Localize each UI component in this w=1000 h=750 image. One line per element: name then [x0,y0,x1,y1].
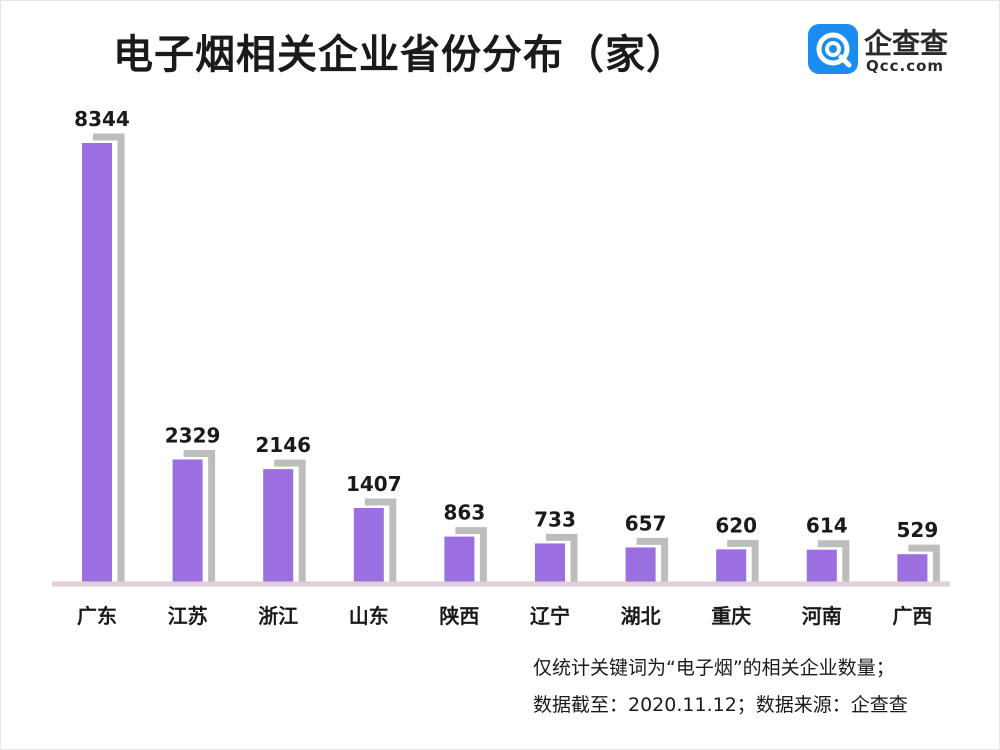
bar-shadow-3 [274,459,306,582]
category-label-3: 浙江 [258,604,298,628]
value-label-2: 2329 [165,423,221,447]
bar-shadow-10 [908,544,940,582]
value-label-8: 620 [715,513,757,537]
bar-2 [172,459,203,582]
category-label-6: 辽宁 [530,604,570,628]
category-label-7: 湖北 [621,604,661,628]
value-label-3: 2146 [255,433,311,457]
bar-9 [806,549,837,582]
category-label-10: 广西 [892,604,932,628]
bar-10 [897,554,928,582]
value-label-1: 8344 [74,107,130,131]
bar-shadow-4 [364,498,397,582]
bar-shadow-5 [455,527,487,582]
bar-7 [625,547,656,582]
category-label-4: 山东 [349,604,389,628]
category-label-9: 河南 [802,604,842,628]
bar-shadow-2 [183,449,216,582]
value-label-7: 657 [625,511,667,535]
bar-shadow-9 [817,540,850,582]
qcc-logo: 企查查 Qcc.com [808,22,958,76]
bar-3 [263,469,294,582]
footnote-source: 数据截至：2020.11.12；数据来源：企查查 [533,694,908,716]
value-label-6: 733 [534,507,576,531]
value-label-9: 614 [806,514,848,538]
bar-8 [716,549,747,582]
category-label-1: 广东 [77,604,117,628]
value-label-4: 1407 [346,472,402,496]
chart-title: 电子烟相关企业省份分布（家） [113,32,687,78]
bar-shadow-6 [546,533,578,582]
bar-1 [82,143,112,582]
category-label-2: 江苏 [168,604,208,628]
logo-name: 企查查 [864,27,949,60]
footnote-scope: 仅统计关键词为“电子烟”的相关企业数量； [533,657,895,679]
bar-6 [535,543,565,582]
bar-shadow-1 [93,133,125,582]
category-label-5: 陕西 [439,604,479,628]
bar-4 [353,507,384,582]
value-label-10: 529 [897,518,939,542]
value-label-5: 863 [444,501,486,525]
bar-shadow-7 [636,537,669,582]
qcc-logo-icon [808,24,858,74]
bar-5 [444,536,475,582]
logo-domain: Qcc.com [866,57,945,75]
bar-shadow-8 [727,539,759,582]
category-label-8: 重庆 [711,604,751,628]
